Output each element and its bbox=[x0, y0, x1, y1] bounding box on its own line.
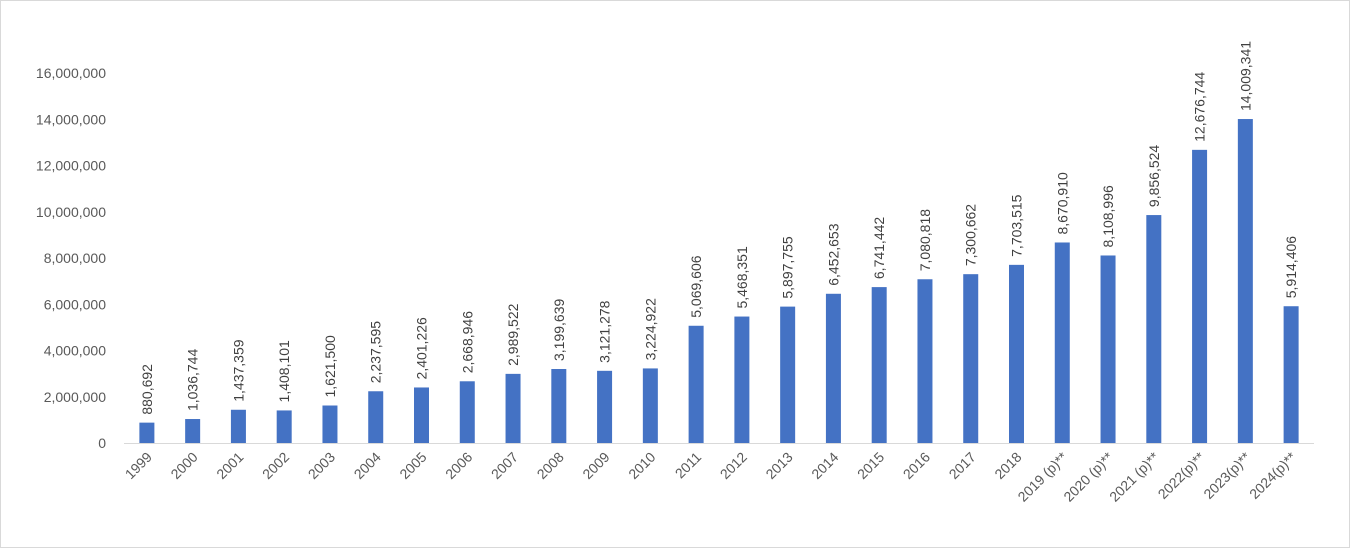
x-tick-label: 2005 bbox=[396, 449, 429, 482]
bar bbox=[276, 410, 292, 443]
bar bbox=[642, 368, 658, 443]
y-tick-label: 12,000,000 bbox=[36, 158, 106, 174]
bar bbox=[963, 274, 979, 443]
y-tick-label: 16,000,000 bbox=[36, 65, 106, 81]
y-tick-label: 6,000,000 bbox=[44, 296, 106, 312]
y-tick-label: 10,000,000 bbox=[36, 204, 106, 220]
bar bbox=[1283, 306, 1299, 443]
data-label: 12,676,744 bbox=[1192, 72, 1208, 142]
y-tick-label: 2,000,000 bbox=[44, 389, 106, 405]
data-label: 8,108,996 bbox=[1100, 185, 1116, 247]
bar bbox=[734, 316, 750, 443]
bars bbox=[139, 119, 1299, 444]
bar bbox=[1192, 149, 1208, 444]
bar bbox=[414, 387, 429, 443]
bar bbox=[459, 381, 475, 443]
x-tick-label: 2002 bbox=[259, 449, 292, 482]
data-label: 3,224,922 bbox=[642, 298, 658, 360]
x-tick-label: 2000 bbox=[167, 449, 200, 482]
bar bbox=[597, 370, 613, 443]
bar bbox=[871, 287, 887, 443]
x-tick-label: 2008 bbox=[534, 449, 567, 482]
bar bbox=[1054, 242, 1070, 443]
bar bbox=[368, 391, 384, 443]
data-label: 8,670,910 bbox=[1054, 172, 1070, 234]
data-label: 3,121,278 bbox=[597, 300, 613, 362]
data-label: 2,989,522 bbox=[505, 303, 521, 365]
x-tick-label: 2022(p)** bbox=[1155, 448, 1209, 502]
x-tick-label: 2004 bbox=[351, 449, 384, 482]
y-tick-label: 0 bbox=[98, 435, 106, 451]
bar bbox=[1146, 215, 1162, 443]
data-label: 5,069,606 bbox=[688, 255, 704, 317]
data-label: 1,621,500 bbox=[322, 335, 338, 397]
x-tick-label: 2009 bbox=[579, 449, 612, 482]
bar bbox=[1100, 255, 1116, 443]
data-label: 5,897,755 bbox=[780, 236, 796, 298]
data-label: 2,237,595 bbox=[368, 321, 384, 383]
data-label: 1,408,101 bbox=[276, 340, 292, 402]
y-tick-label: 4,000,000 bbox=[44, 343, 106, 359]
x-tick-label: 2001 bbox=[213, 449, 246, 482]
bar bbox=[230, 409, 246, 443]
bar bbox=[185, 419, 201, 443]
x-tick-label: 2023(p)** bbox=[1200, 448, 1254, 502]
y-axis: 0 2,000,000 4,000,000 6,000,000 8,000,000 10,… bbox=[36, 65, 106, 451]
data-label: 14,009,341 bbox=[1237, 41, 1253, 111]
data-labels: 880,692 1,036,744 1,437,359 1,408,101 1,621,… bbox=[139, 41, 1299, 415]
bar bbox=[780, 306, 796, 443]
bar bbox=[1009, 264, 1024, 443]
x-tick-label: 2017 bbox=[946, 449, 979, 482]
x-tick-label: 2024(p)** bbox=[1246, 448, 1300, 502]
bar bbox=[1237, 119, 1253, 443]
y-tick-label: 14,000,000 bbox=[36, 111, 106, 127]
data-label: 3,199,639 bbox=[551, 299, 567, 361]
bar bbox=[139, 422, 155, 443]
x-tick-label: 1999 bbox=[122, 449, 155, 482]
data-label: 2,401,226 bbox=[414, 317, 430, 379]
x-tick-label: 2012 bbox=[717, 449, 750, 482]
bar bbox=[917, 279, 933, 443]
x-tick-label: 2007 bbox=[488, 449, 521, 482]
bar bbox=[322, 405, 338, 443]
x-tick-label: 2011 bbox=[672, 449, 705, 482]
x-tick-label: 2003 bbox=[305, 449, 338, 482]
bar bbox=[688, 325, 704, 443]
x-tick-label: 2013 bbox=[762, 449, 795, 482]
x-tick-label: 2018 bbox=[991, 449, 1024, 482]
x-tick-label: 2021 (p)** bbox=[1106, 448, 1162, 504]
data-label: 880,692 bbox=[139, 364, 155, 415]
data-label: 1,437,359 bbox=[230, 339, 246, 401]
data-label: 1,036,744 bbox=[185, 349, 201, 411]
x-tick-label: 2015 bbox=[854, 449, 887, 482]
y-tick-label: 8,000,000 bbox=[44, 250, 106, 266]
data-label: 7,080,818 bbox=[917, 209, 933, 271]
data-label: 9,856,524 bbox=[1146, 145, 1162, 207]
data-label: 2,668,946 bbox=[459, 311, 475, 373]
data-label: 7,703,515 bbox=[1009, 194, 1025, 256]
data-label: 6,741,442 bbox=[871, 217, 887, 279]
x-tick-label: 2010 bbox=[625, 449, 658, 482]
data-label: 5,468,351 bbox=[734, 246, 750, 308]
bar bbox=[825, 293, 841, 443]
x-tick-label: 2014 bbox=[808, 449, 841, 482]
x-tick-label: 2006 bbox=[442, 449, 475, 482]
x-tick-label: 2016 bbox=[900, 449, 933, 482]
x-axis: 1999 2000 2001 2002 2003 2004 2005 2006 2007 2008… bbox=[122, 443, 1314, 505]
bar bbox=[551, 369, 567, 443]
bar bbox=[505, 373, 521, 443]
data-label: 6,452,653 bbox=[825, 223, 841, 285]
data-label: 5,914,406 bbox=[1283, 236, 1299, 298]
data-label: 7,300,662 bbox=[963, 204, 979, 266]
